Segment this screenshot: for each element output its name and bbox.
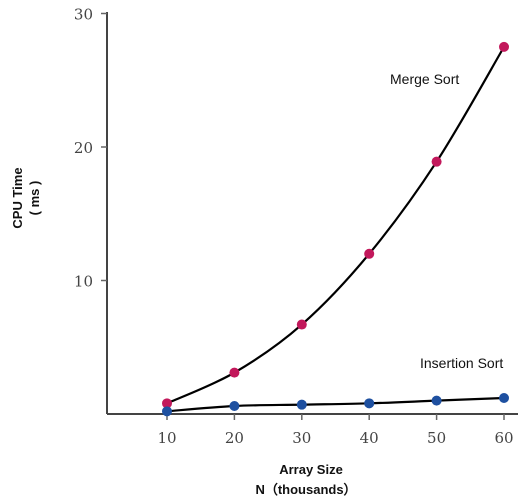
x-tick-label: 20	[225, 429, 244, 447]
data-point-series-0-0	[162, 398, 172, 409]
y-axis-title: CPU Time	[10, 167, 25, 228]
y-tick-label: 30	[74, 6, 93, 24]
data-point-series-0-4	[431, 156, 442, 167]
data-points	[162, 41, 509, 417]
series-line-1	[166, 396, 505, 413]
data-point-series-1-4	[431, 395, 442, 406]
series-label-merge-sort: Merge Sort	[390, 71, 459, 87]
data-point-series-1-3	[364, 398, 375, 409]
x-tick-label: 30	[292, 429, 311, 447]
data-point-series-1-5	[499, 392, 509, 403]
data-point-series-0-2	[296, 319, 307, 330]
data-point-series-1-1	[229, 400, 240, 411]
x-tick-label: 40	[360, 429, 379, 447]
y-axis-unit: ( ms )	[27, 181, 42, 216]
data-point-series-1-2	[296, 399, 307, 410]
x-axis-title: Array Size	[279, 462, 343, 477]
series-line-0	[166, 46, 505, 405]
ticks: 10 20 30 40 50 60 10 20 30	[74, 6, 514, 448]
y-tick-label: 20	[74, 139, 93, 157]
x-axis-unit: N（thousands）	[255, 482, 356, 497]
x-tick-label: 60	[494, 429, 513, 447]
data-point-series-0-3	[364, 248, 375, 259]
y-tick-label: 10	[74, 273, 93, 291]
x-tick-label: 10	[157, 429, 176, 447]
x-tick-label: 50	[427, 429, 446, 447]
data-point-series-0-1	[229, 367, 240, 378]
data-point-series-1-0	[162, 406, 172, 417]
series-label-insertion-sort: Insertion Sort	[420, 355, 503, 371]
axes	[106, 12, 518, 415]
data-point-series-0-5	[499, 41, 509, 52]
